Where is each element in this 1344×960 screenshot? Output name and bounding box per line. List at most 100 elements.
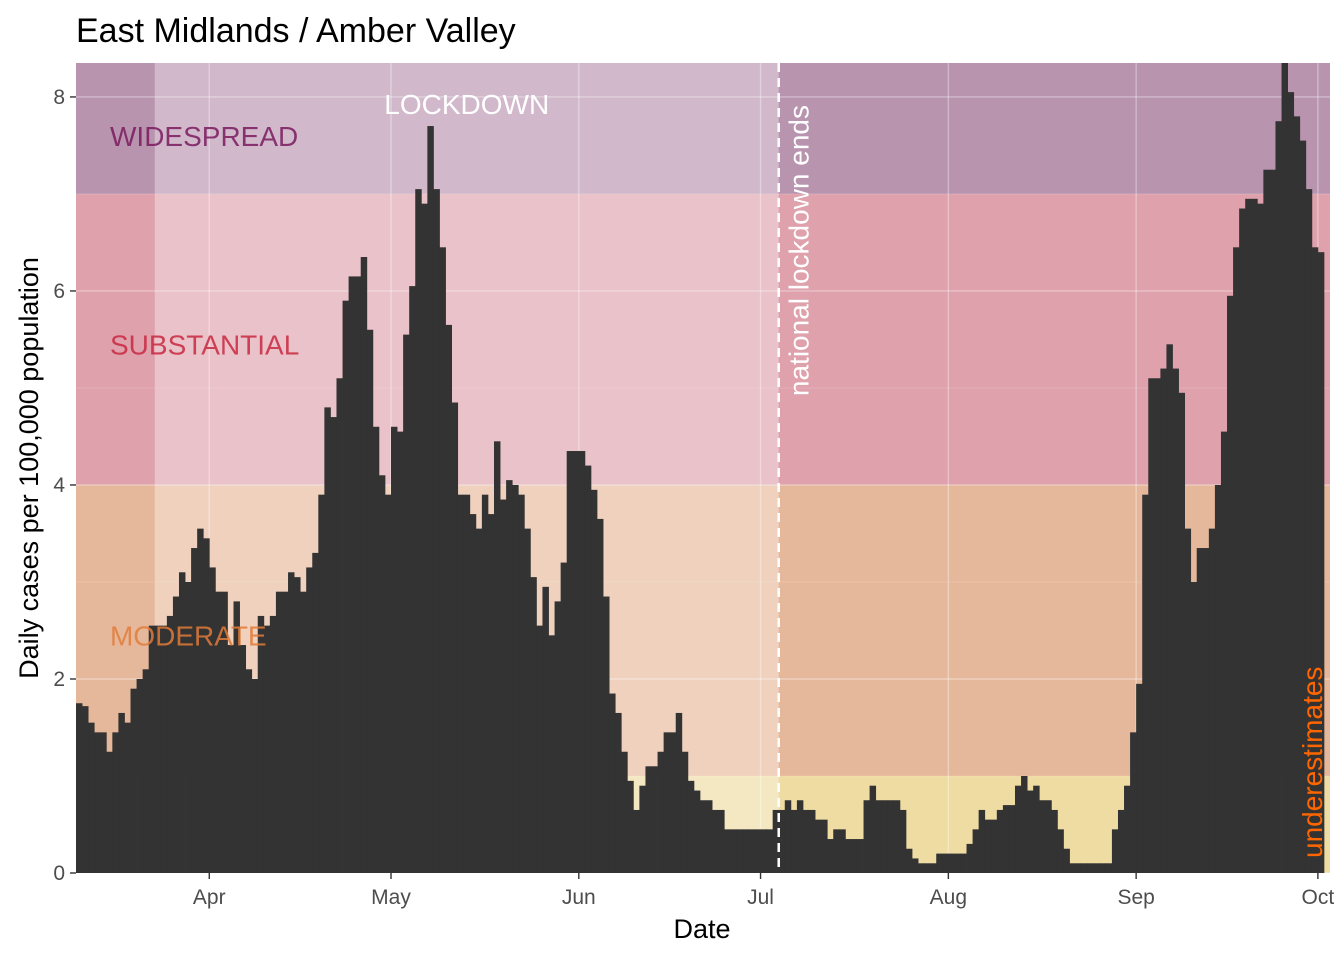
bar — [1099, 863, 1107, 873]
y-tick-label: 0 — [53, 862, 65, 885]
bar — [475, 528, 483, 873]
bar — [718, 809, 725, 873]
bar — [178, 572, 186, 873]
plot-area: MODERATE SUBSTANTIAL WIDESPREAD LOCKDOWN nat… — [76, 63, 1330, 874]
bar-series — [76, 63, 1325, 874]
bar — [409, 286, 416, 873]
bar — [990, 819, 998, 873]
bar — [724, 829, 731, 873]
y-tick-label: 6 — [53, 280, 65, 303]
bar — [421, 203, 428, 873]
bar — [1027, 790, 1034, 873]
bar — [1148, 378, 1155, 873]
bar — [905, 848, 913, 873]
bar — [148, 625, 156, 873]
bar — [742, 829, 749, 873]
bar — [415, 189, 422, 873]
bar — [1184, 528, 1192, 873]
x-tick-label: Oct — [1302, 886, 1335, 909]
bar — [590, 489, 598, 873]
bar — [281, 591, 289, 873]
bar — [603, 596, 610, 873]
bar — [881, 800, 889, 873]
bar — [1190, 581, 1198, 873]
bar — [536, 625, 543, 873]
bar — [954, 853, 961, 873]
y-tick-label: 2 — [53, 668, 65, 691]
bar — [1160, 368, 1167, 873]
bar — [318, 494, 325, 873]
bar — [772, 809, 780, 873]
bar — [1154, 378, 1161, 873]
bar — [1214, 484, 1222, 873]
bar — [960, 853, 967, 873]
bar — [76, 703, 83, 873]
bar — [815, 819, 822, 873]
x-tick-label: Aug — [930, 886, 967, 909]
bar — [942, 853, 949, 873]
bar — [1008, 805, 1016, 873]
bar — [191, 548, 198, 873]
bar — [263, 625, 271, 873]
bar — [136, 678, 144, 873]
bar — [1269, 169, 1276, 873]
bar — [657, 751, 665, 873]
bar — [88, 722, 95, 873]
bar — [372, 426, 380, 873]
bar — [1039, 800, 1046, 873]
bar — [948, 853, 955, 873]
bar — [397, 431, 404, 873]
bar — [972, 829, 980, 873]
bar — [645, 766, 652, 873]
band-substantial — [76, 193, 1330, 485]
bar — [1014, 785, 1022, 873]
bar — [730, 829, 737, 873]
bar — [681, 751, 689, 873]
bar — [306, 567, 313, 873]
bar — [100, 732, 107, 873]
bar — [1233, 247, 1240, 873]
bar — [827, 839, 834, 873]
bar — [360, 257, 368, 873]
bar — [209, 567, 216, 873]
bar — [887, 800, 895, 873]
bar — [457, 494, 465, 873]
bar — [1293, 116, 1301, 874]
bar — [1045, 800, 1052, 873]
bar — [160, 625, 168, 873]
bar — [1196, 548, 1204, 873]
bar — [1136, 683, 1143, 873]
bar — [197, 528, 204, 873]
bar — [1257, 203, 1264, 873]
bar — [609, 693, 616, 873]
bar — [500, 499, 507, 873]
bar — [221, 591, 228, 873]
bar — [978, 809, 986, 873]
bar — [784, 800, 792, 873]
bar — [506, 480, 513, 873]
bar — [875, 800, 883, 873]
bar — [1081, 863, 1089, 873]
bar — [1311, 247, 1319, 873]
bar — [530, 577, 537, 873]
bar — [294, 577, 301, 873]
bar — [1281, 63, 1288, 873]
bar — [863, 800, 870, 873]
bar — [548, 635, 555, 873]
bar — [1069, 863, 1076, 873]
bar — [554, 601, 562, 873]
x-tick-label: Jun — [562, 886, 596, 909]
bar — [996, 809, 1004, 873]
bar — [257, 615, 265, 873]
bar — [675, 712, 683, 873]
bar — [239, 645, 247, 873]
bar — [269, 615, 277, 873]
bar — [1130, 732, 1137, 873]
annotations: MODERATE SUBSTANTIAL WIDESPREAD LOCKDOWN nat… — [110, 63, 1328, 873]
bar — [584, 465, 592, 873]
bar — [1111, 829, 1119, 873]
band-label-widespread: WIDESPREAD — [110, 121, 298, 152]
bar — [1208, 528, 1216, 873]
bar — [463, 494, 471, 873]
